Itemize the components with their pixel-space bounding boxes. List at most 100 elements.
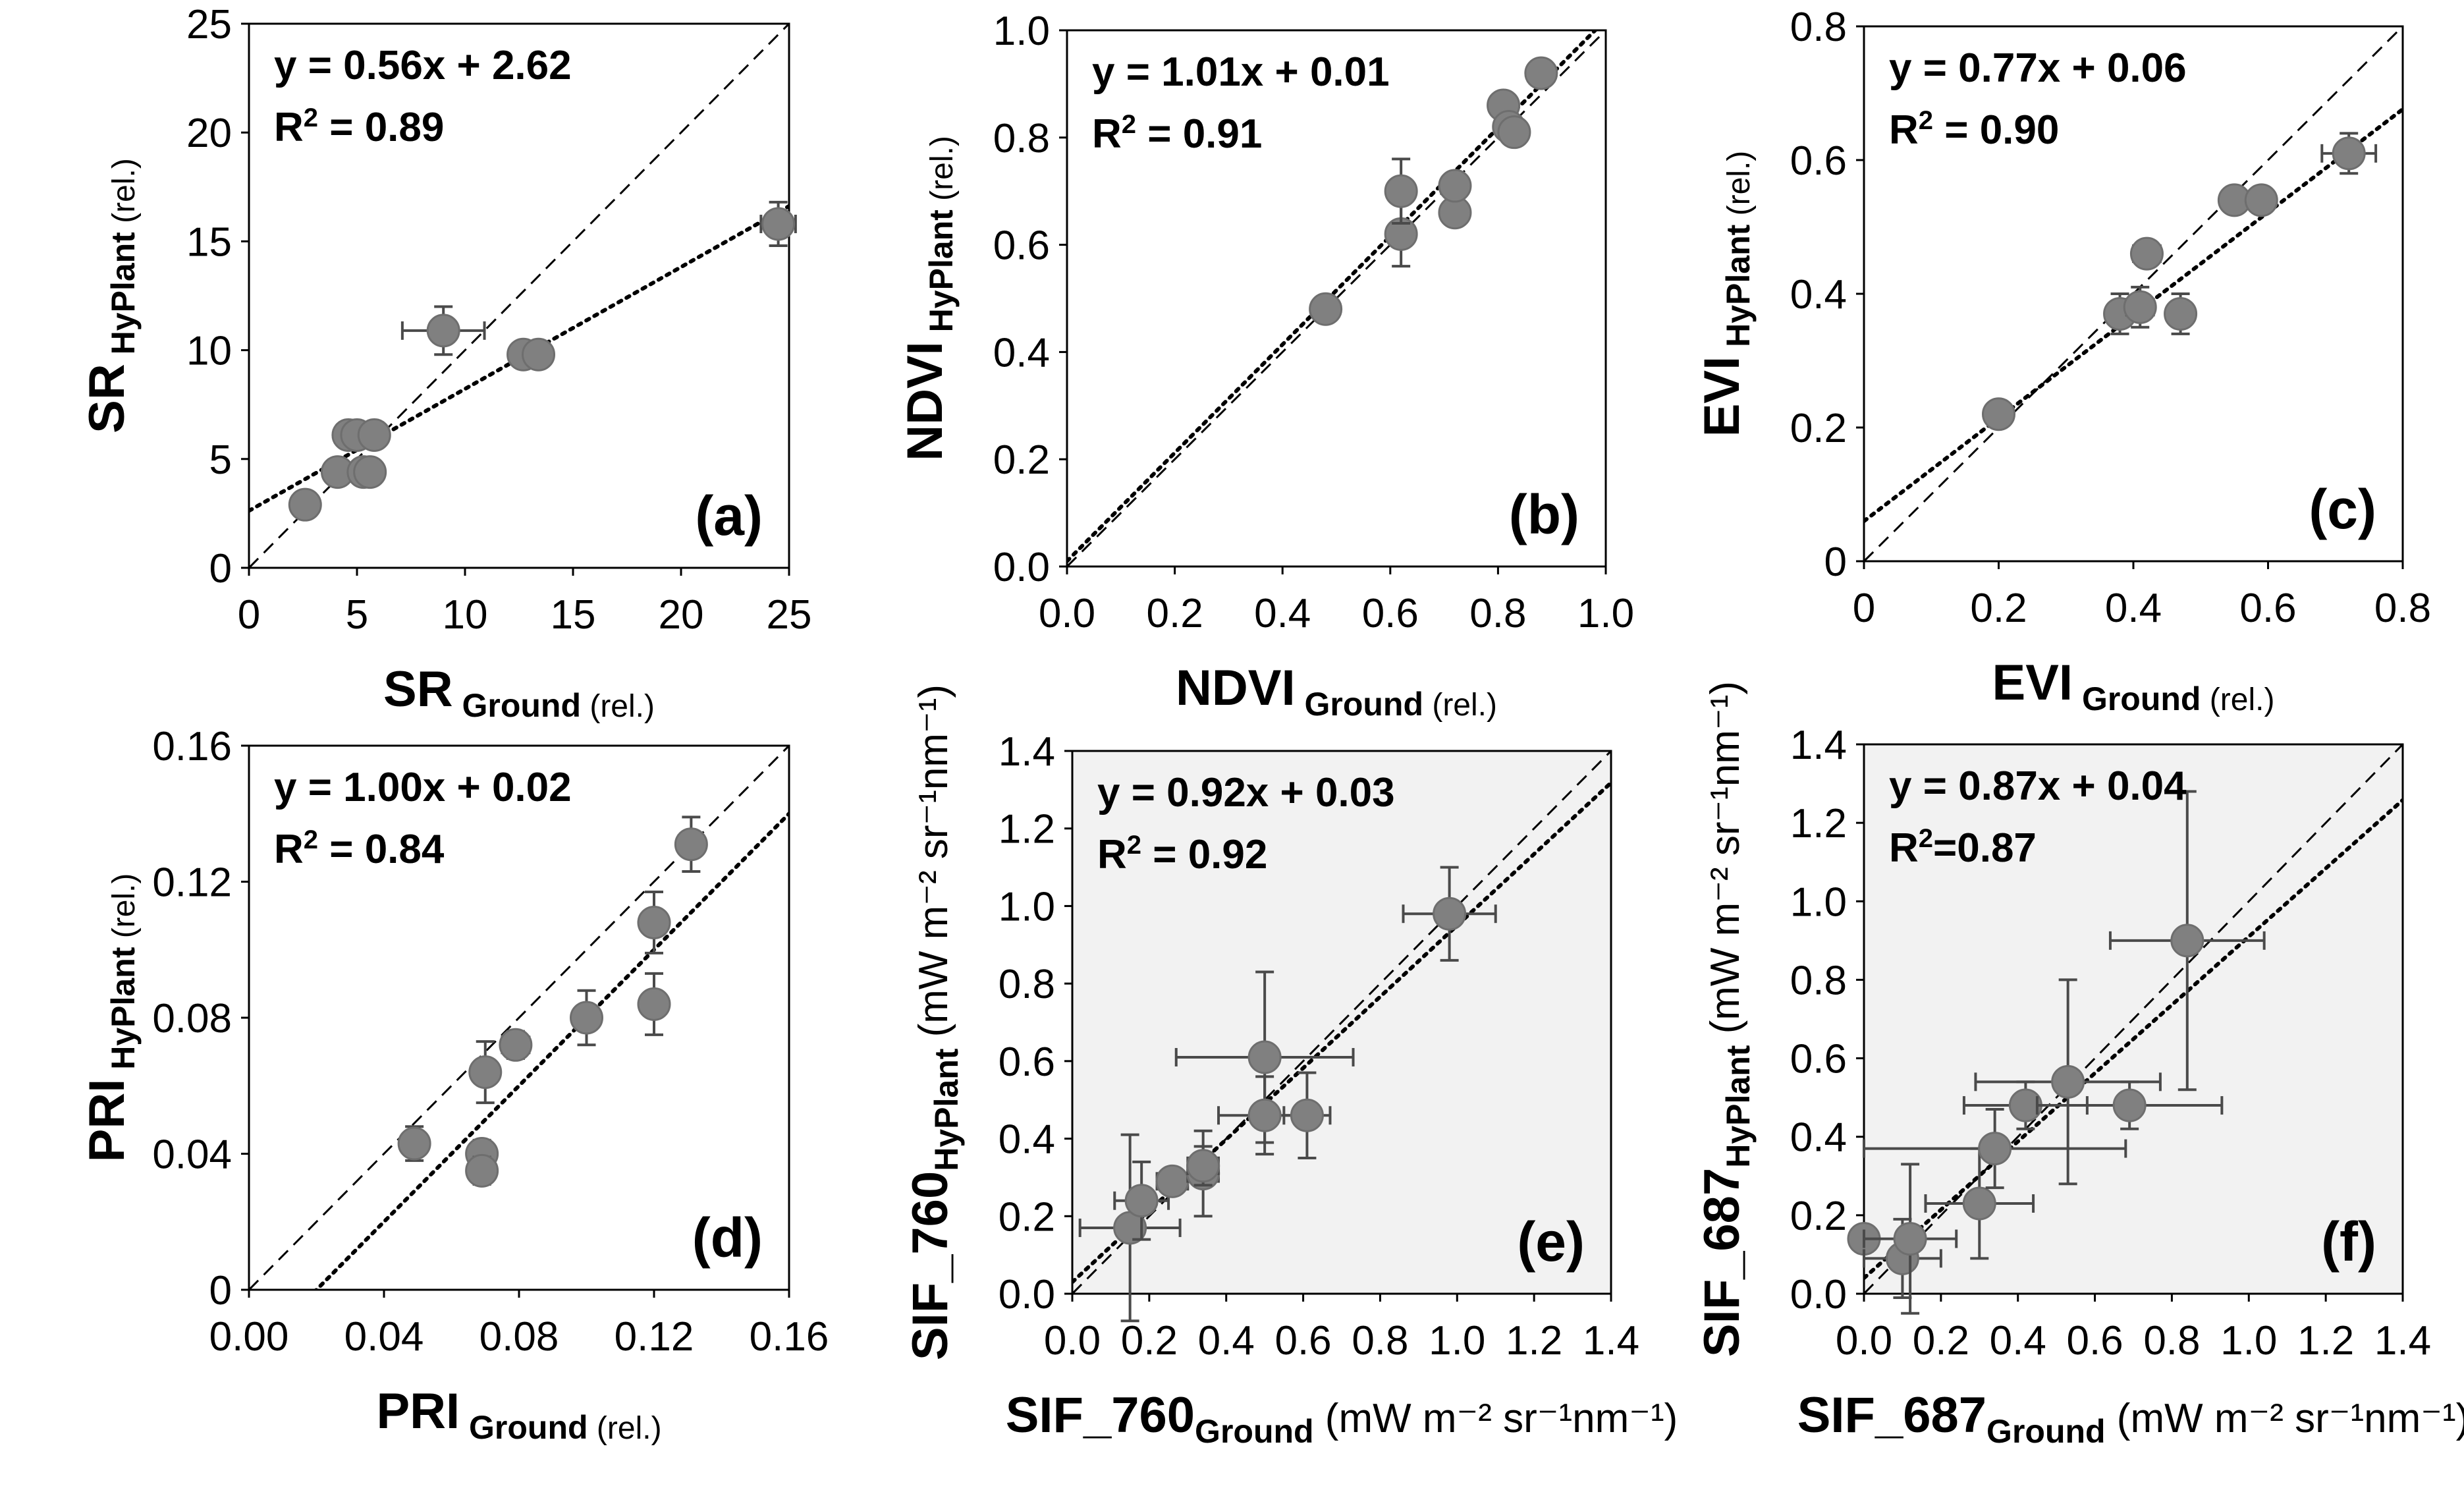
x-tick-label: 0.2: [1121, 1318, 1178, 1364]
r-squared-label: R: [274, 827, 304, 872]
y-tick-label: 5: [209, 437, 232, 483]
panel-label: (a): [695, 485, 763, 547]
x-tick-label: 0.8: [2143, 1318, 2200, 1364]
x-axis-label: NDVI Ground (rel.): [1176, 660, 1497, 723]
x-axis-label-rel: (rel.): [581, 689, 655, 724]
y-axis-label-unit: (mW m⁻² sr⁻¹nm⁻¹): [911, 684, 956, 1049]
x-tick-label: 0.6: [2066, 1318, 2123, 1364]
x-axis-label: SIF_687Ground (mW m⁻² sr⁻¹nm⁻¹): [1797, 1387, 2464, 1450]
y-tick-label: 1.2: [999, 807, 1055, 852]
x-tick-label: 0.4: [2105, 586, 2162, 631]
y-tick-label: 0.12: [152, 860, 232, 906]
y-axis-label-rel: (rel.): [1722, 151, 1757, 225]
x-axis-label-rel: (rel.): [2201, 682, 2274, 717]
y-tick-label: 0.4: [993, 330, 1050, 375]
panel-e: 0.0 0.2 0.4 0.6 0.8 1.0 1.2 1.4 0.0 0.2 0.4 0.6 0.8 1…: [902, 684, 1678, 1450]
y-tick-label: 0.2: [1790, 1194, 1847, 1239]
data-point: [2244, 183, 2278, 217]
x-tick-label: 1.2: [2297, 1318, 2354, 1364]
data-point: [1893, 1222, 1927, 1256]
x-tick-label: 0.0: [1044, 1318, 1101, 1364]
x-tick-label: 0.6: [2239, 586, 2296, 631]
r-squared-superscript: 2: [1122, 110, 1136, 139]
x-tick-label: 0.00: [209, 1314, 289, 1360]
x-tick-label: 1.2: [1506, 1318, 1562, 1364]
x-tick-label: 0.12: [615, 1314, 694, 1360]
data-point: [499, 1028, 533, 1062]
x-tick-label: 0.04: [344, 1314, 424, 1360]
r-squared-label: R: [1889, 107, 1919, 153]
data-point: [637, 987, 671, 1021]
y-tick-label: 0.8: [1790, 958, 1847, 1003]
data-point: [2112, 1088, 2147, 1122]
data-point: [2051, 1064, 2085, 1099]
data-point: [2123, 290, 2157, 324]
x-axis-label-subscript: Ground: [453, 687, 581, 724]
data-point: [2170, 924, 2204, 958]
r-squared: R2=0.87: [1889, 824, 2037, 871]
panel-f: 0.0 0.2 0.4 0.6 0.8 1.0 1.2 1.4 0.0 0.2 0.4 0.6 0.8 1…: [1694, 681, 2464, 1450]
y-tick-label: 1.2: [1790, 801, 1847, 846]
x-tick-label: 1.0: [2220, 1318, 2277, 1364]
data-point: [1155, 1164, 1190, 1198]
x-tick-label: 0.6: [1362, 591, 1419, 636]
r-squared: R2 = 0.84: [274, 825, 445, 872]
x-axis-label-main: NDVI: [1176, 660, 1296, 716]
y-tick-label: 0.08: [152, 996, 232, 1041]
y-tick-label: 0.8: [999, 962, 1055, 1007]
x-axis-label-main: SIF_760: [1006, 1387, 1195, 1443]
x-tick-label: 0.8: [1352, 1318, 1408, 1364]
r-squared: R2 = 0.91: [1092, 110, 1262, 157]
y-axis-label: SR HyPlant (rel.): [79, 158, 142, 433]
y-axis-label-rel: (rel.): [107, 873, 142, 947]
data-point: [1497, 115, 1531, 150]
data-point: [426, 314, 460, 348]
panel-b: 0.0 0.2 0.4 0.6 0.8 1.0 0.0 0.2 0.4 0.6 0.8 1.0 y = …: [897, 9, 1634, 723]
x-tick-label: 0.08: [479, 1314, 559, 1360]
data-point: [468, 1055, 503, 1090]
data-point: [1962, 1186, 1996, 1221]
panel-label: (c): [2309, 478, 2376, 540]
y-tick-label: 1.4: [999, 729, 1055, 775]
y-axis-label-main: SIF_760: [902, 1171, 958, 1360]
regression-equation: y = 1.01x + 0.01: [1092, 49, 1390, 95]
r-squared-value: = 0.84: [318, 827, 445, 872]
data-point: [353, 455, 387, 489]
y-tick-label: 0.4: [1790, 272, 1847, 318]
x-tick-label: 0.8: [2374, 586, 2431, 631]
data-point: [465, 1153, 499, 1188]
panel-label: (b): [1509, 484, 1579, 545]
data-point: [1982, 397, 2015, 431]
data-point: [1309, 292, 1343, 326]
data-point: [674, 827, 708, 862]
data-point: [522, 337, 556, 372]
x-tick-label: 0.2: [1146, 591, 1203, 636]
y-tick-label: 0.0: [999, 1272, 1055, 1317]
y-tick-label: 1.0: [993, 9, 1050, 54]
y-tick-label: 10: [186, 329, 232, 374]
y-tick-label: 0: [209, 546, 232, 592]
y-axis-label-main: NDVI: [897, 341, 953, 461]
r-squared-value: = 0.92: [1141, 832, 1267, 877]
y-tick-label: 0.4: [999, 1117, 1055, 1163]
y-axis-label-unit: (mW m⁻² sr⁻¹nm⁻¹): [1703, 681, 1748, 1045]
data-points: [1847, 790, 2266, 1315]
data-point: [2129, 236, 2164, 271]
y-axis-label-subscript: HyPlant: [1720, 224, 1757, 356]
data-points: [288, 200, 797, 522]
data-point: [761, 207, 796, 241]
regression-line: [1864, 798, 2403, 1281]
reference-lines: [1072, 751, 1611, 1294]
y-axis-label-subscript: HyPlant: [105, 947, 142, 1078]
y-axis-label-subscript: HyPlant: [928, 1048, 965, 1171]
x-tick-label: 0: [1853, 586, 1875, 631]
y-axis-label: PRI HyPlant (rel.): [79, 873, 142, 1163]
y-axis-label-main: PRI: [79, 1079, 135, 1163]
r-squared-value: = 0.91: [1136, 111, 1262, 157]
y-axis-label-main: SR: [79, 364, 135, 433]
x-tick-label: 20: [659, 592, 704, 638]
x-tick-label: 10: [443, 592, 488, 638]
x-axis-label-main: SR: [383, 661, 453, 717]
y-axis-label-rel: (rel.): [925, 136, 960, 209]
r-squared-label: R: [1092, 111, 1122, 157]
